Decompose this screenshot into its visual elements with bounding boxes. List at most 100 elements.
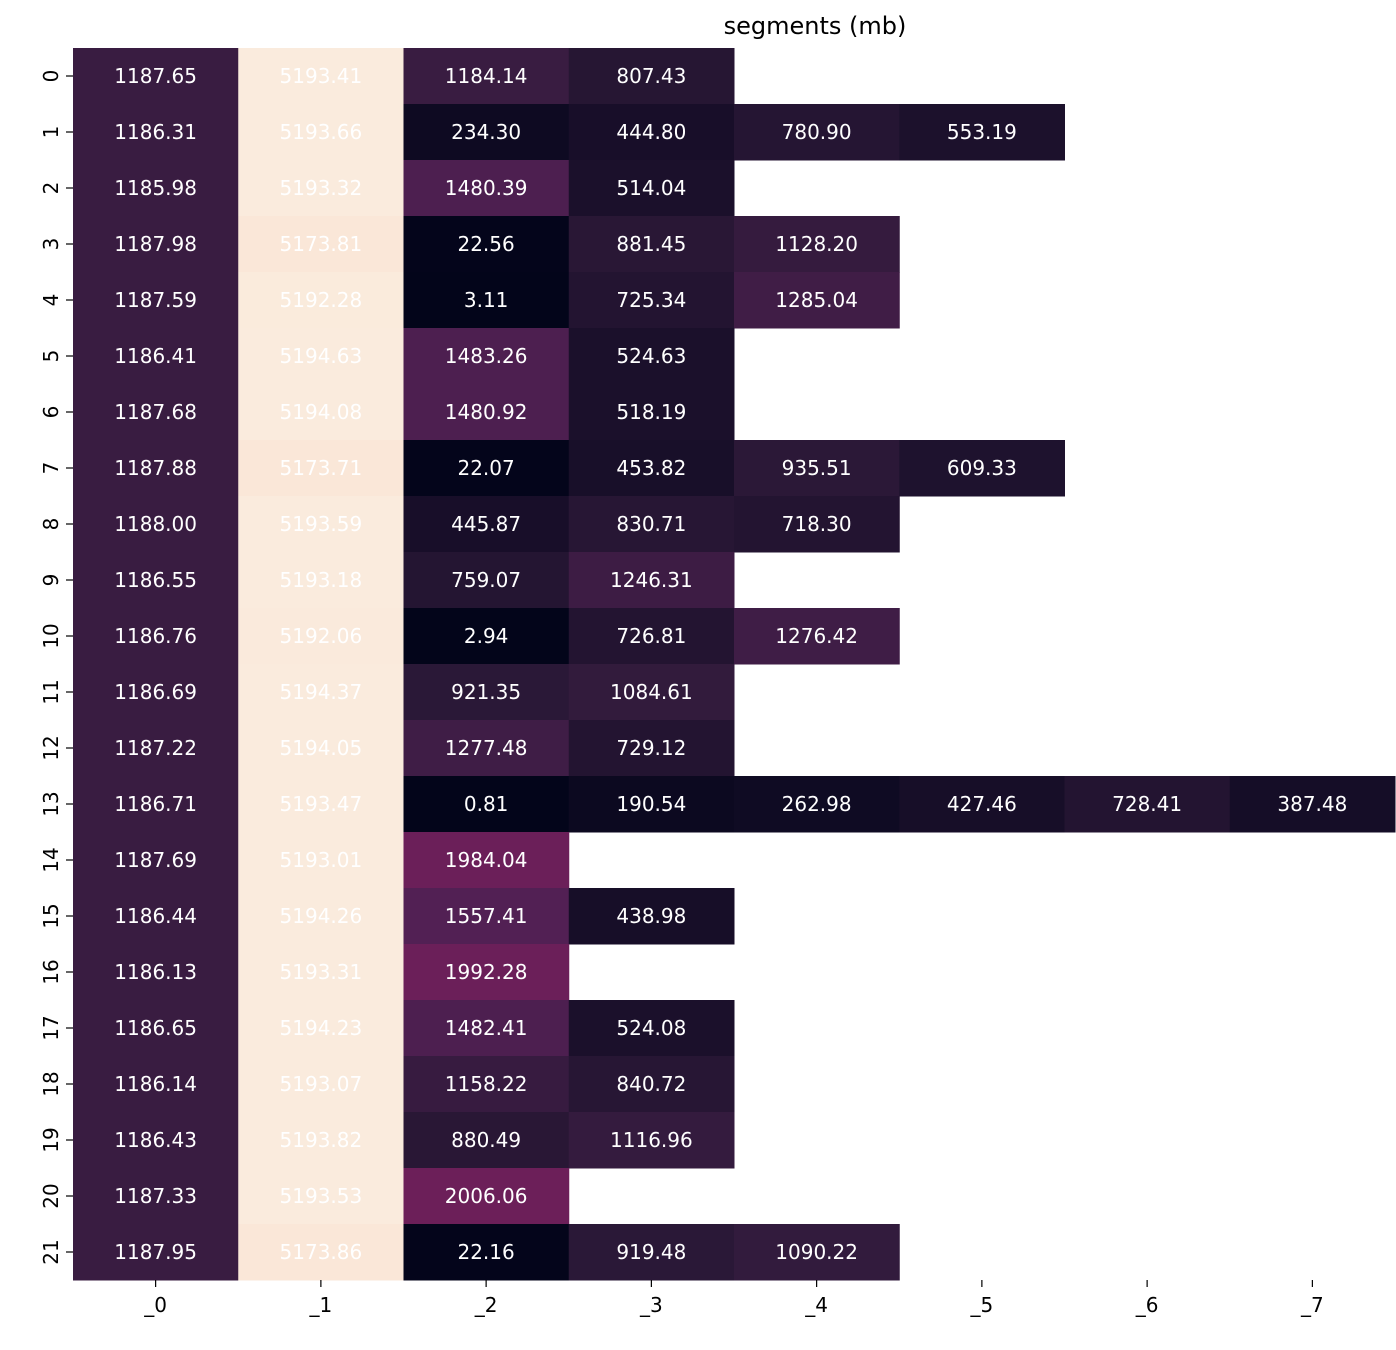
y-tick-label: 8 bbox=[39, 518, 63, 531]
cell-value-label: 1186.31 bbox=[114, 120, 197, 144]
cell-value-label: 1277.48 bbox=[445, 736, 528, 760]
cell-value-label: 1188.00 bbox=[114, 512, 197, 536]
cell-value-label: 5193.32 bbox=[280, 176, 363, 200]
heatmap-cell bbox=[73, 944, 239, 1001]
heatmap-cell bbox=[403, 496, 570, 553]
cell-value-label: 921.35 bbox=[451, 680, 521, 704]
heatmap-cell bbox=[73, 160, 239, 217]
cell-value-label: 1187.88 bbox=[114, 456, 197, 480]
x-tick-label: _7 bbox=[1300, 1293, 1324, 1317]
heatmap-cell bbox=[568, 1224, 735, 1281]
heatmap-cell bbox=[899, 440, 1065, 497]
cell-value-label: 5194.26 bbox=[280, 904, 363, 928]
x-tick-label: _1 bbox=[309, 1293, 333, 1317]
cell-value-label: 22.16 bbox=[457, 1240, 514, 1264]
cell-value-label: 387.48 bbox=[1277, 792, 1347, 816]
heatmap-cell bbox=[238, 328, 404, 385]
heatmap-cell bbox=[238, 944, 404, 1001]
heatmap-cell bbox=[73, 888, 239, 945]
heatmap-cell bbox=[238, 1000, 404, 1057]
heatmap-cell bbox=[238, 384, 404, 441]
cell-value-label: 759.07 bbox=[451, 568, 521, 592]
heatmap-cell bbox=[568, 1000, 735, 1057]
cell-value-label: 1480.39 bbox=[445, 176, 528, 200]
cell-value-label: 1186.41 bbox=[114, 344, 197, 368]
heatmap-cells bbox=[73, 48, 1396, 1281]
cell-value-label: 5193.18 bbox=[280, 568, 363, 592]
y-tick-label: 9 bbox=[39, 574, 63, 587]
heatmap-cell bbox=[734, 496, 900, 553]
heatmap-cell bbox=[238, 832, 404, 889]
cell-value-labels: 1187.65 5193.41 1184.14 807.43 1186.31 5193.6… bbox=[114, 64, 1347, 1264]
heatmap-cell bbox=[238, 664, 404, 721]
heatmap-cell bbox=[403, 1000, 570, 1057]
heatmap-cell bbox=[238, 216, 404, 273]
cell-value-label: 1186.76 bbox=[114, 624, 197, 648]
y-tick-label: 3 bbox=[39, 238, 63, 251]
cell-value-label: 5194.63 bbox=[280, 344, 363, 368]
cell-value-label: 1480.92 bbox=[445, 400, 528, 424]
cell-value-label: 807.43 bbox=[616, 64, 686, 88]
heatmap-cell bbox=[403, 272, 570, 329]
heatmap-cell bbox=[238, 104, 404, 161]
cell-value-label: 262.98 bbox=[782, 792, 852, 816]
cell-value-label: 935.51 bbox=[782, 456, 852, 480]
heatmap-cell bbox=[403, 1056, 570, 1113]
heatmap-cell bbox=[568, 664, 735, 721]
cell-value-label: 1984.04 bbox=[445, 848, 528, 872]
y-tick-label: 6 bbox=[39, 406, 63, 419]
cell-value-label: 518.19 bbox=[616, 400, 686, 424]
heatmap-cell bbox=[238, 720, 404, 777]
cell-value-label: 5192.06 bbox=[280, 624, 363, 648]
cell-value-label: 780.90 bbox=[782, 120, 852, 144]
heatmap-cell bbox=[73, 608, 239, 665]
heatmap-cell bbox=[73, 1224, 239, 1281]
cell-value-label: 1187.59 bbox=[114, 288, 197, 312]
cell-value-label: 1186.55 bbox=[114, 568, 197, 592]
heatmap-cell bbox=[734, 440, 900, 497]
heatmap-cell bbox=[734, 216, 900, 273]
cell-value-label: 1185.98 bbox=[114, 176, 197, 200]
heatmap-cell bbox=[238, 1056, 404, 1113]
x-tick-label: _4 bbox=[804, 1293, 828, 1317]
cell-value-label: 190.54 bbox=[616, 792, 686, 816]
heatmap-cell bbox=[238, 440, 404, 497]
cell-value-label: 609.33 bbox=[947, 456, 1017, 480]
y-tick-label: 4 bbox=[39, 294, 63, 307]
heatmap-cell bbox=[403, 944, 570, 1001]
y-tick-label: 18 bbox=[39, 1071, 63, 1096]
heatmap-cell bbox=[403, 384, 570, 441]
cell-value-label: 1084.61 bbox=[610, 680, 693, 704]
heatmap-cell bbox=[568, 384, 735, 441]
cell-value-label: 0.81 bbox=[464, 792, 509, 816]
heatmap-cell bbox=[238, 1112, 404, 1169]
y-tick-label: 16 bbox=[39, 959, 63, 984]
heatmap-cell bbox=[899, 104, 1065, 161]
heatmap-cell bbox=[73, 48, 239, 105]
cell-value-label: 1276.42 bbox=[775, 624, 858, 648]
cell-value-label: 524.63 bbox=[616, 344, 686, 368]
heatmap-cell bbox=[238, 552, 404, 609]
cell-value-label: 234.30 bbox=[451, 120, 521, 144]
cell-value-label: 453.82 bbox=[616, 456, 686, 480]
heatmap-cell bbox=[73, 1112, 239, 1169]
cell-value-label: 5193.47 bbox=[280, 792, 363, 816]
cell-value-label: 22.07 bbox=[457, 456, 514, 480]
heatmap-cell bbox=[403, 216, 570, 273]
cell-value-label: 2.94 bbox=[464, 624, 509, 648]
cell-value-label: 514.04 bbox=[616, 176, 686, 200]
heatmap-cell bbox=[403, 440, 570, 497]
cell-value-label: 5194.23 bbox=[280, 1016, 363, 1040]
y-tick-label: 20 bbox=[39, 1183, 63, 1208]
cell-value-label: 5193.82 bbox=[280, 1128, 363, 1152]
heatmap-cell bbox=[238, 272, 404, 329]
heatmap-cell bbox=[73, 832, 239, 889]
heatmap-cell bbox=[403, 832, 570, 889]
heatmap-cell bbox=[73, 1056, 239, 1113]
cell-value-label: 5193.07 bbox=[280, 1072, 363, 1096]
heatmap-cell bbox=[403, 552, 570, 609]
heatmap-cell bbox=[568, 440, 735, 497]
cell-value-label: 553.19 bbox=[947, 120, 1017, 144]
heatmap-cell bbox=[403, 1112, 570, 1169]
